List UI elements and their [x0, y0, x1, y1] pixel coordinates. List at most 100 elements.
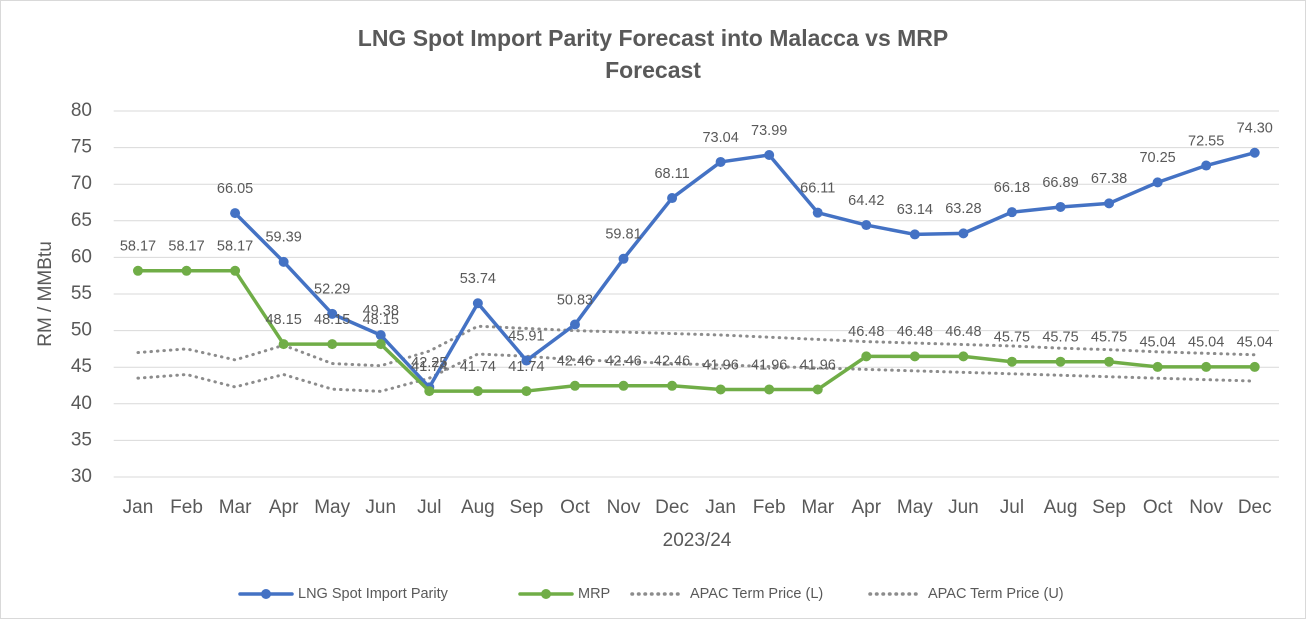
data-point	[327, 308, 338, 319]
data-point	[909, 229, 920, 240]
data-label: 42.46	[654, 354, 690, 370]
data-point	[861, 220, 872, 231]
x-tick-label: Nov	[1189, 497, 1223, 518]
legend-label: APAC Term Price (U)	[928, 586, 1064, 602]
x-tick-label: Jun	[948, 497, 979, 518]
data-point	[181, 265, 192, 276]
data-label: 45.75	[1042, 330, 1078, 346]
data-point	[230, 208, 241, 219]
data-label: 64.42	[848, 193, 884, 209]
x-axis-label: 2023/24	[663, 530, 732, 551]
data-point	[1249, 147, 1260, 158]
data-label: 41.96	[751, 357, 787, 373]
data-label: 41.74	[460, 359, 496, 375]
data-label: 66.05	[217, 181, 253, 197]
y-tick-label: 55	[71, 283, 92, 304]
data-point	[667, 380, 678, 391]
data-point	[1249, 361, 1260, 372]
data-point	[521, 386, 532, 397]
legend-marker	[261, 589, 271, 599]
data-point	[715, 384, 726, 395]
data-label: 59.81	[605, 227, 641, 243]
y-tick-label: 30	[71, 466, 92, 487]
data-label: 41.74	[411, 359, 447, 375]
data-point	[521, 355, 532, 366]
data-label: 63.14	[897, 202, 933, 218]
data-label: 41.96	[800, 357, 836, 373]
data-label: 74.30	[1237, 121, 1273, 137]
data-point	[278, 256, 289, 267]
y-tick-label: 60	[71, 246, 92, 267]
data-point	[764, 149, 775, 160]
data-label: 41.96	[702, 357, 738, 373]
data-label: 68.11	[654, 166, 689, 182]
y-tick-label: 65	[71, 210, 92, 231]
x-tick-label: Nov	[607, 497, 641, 518]
data-label: 67.38	[1091, 171, 1127, 187]
x-tick-label: Jan	[705, 497, 736, 518]
x-tick-label: May	[314, 497, 350, 518]
data-point	[278, 339, 289, 350]
y-tick-label: 70	[71, 173, 92, 194]
y-tick-label: 35	[71, 429, 92, 450]
data-point	[1006, 207, 1017, 218]
x-tick-label: Feb	[170, 497, 203, 518]
legend-label: LNG Spot Import Parity	[298, 586, 449, 602]
data-point	[472, 298, 483, 309]
data-point	[1104, 198, 1115, 209]
data-point	[1152, 177, 1163, 188]
x-tick-label: Sep	[510, 497, 544, 518]
data-label: 46.48	[848, 324, 884, 340]
data-label: 48.15	[265, 312, 301, 328]
data-point	[1055, 201, 1066, 212]
data-point	[958, 351, 969, 362]
series-line	[136, 269, 1257, 393]
data-label: 42.25	[411, 355, 447, 371]
data-point	[1201, 160, 1212, 171]
y-tick-label: 40	[71, 393, 92, 414]
data-label: 46.48	[945, 324, 981, 340]
x-tick-label: Oct	[1143, 497, 1173, 518]
data-label: 58.17	[120, 239, 156, 255]
data-point	[375, 330, 386, 341]
y-tick-label: 45	[71, 356, 92, 377]
data-point	[569, 319, 580, 330]
data-label: 50.83	[557, 292, 593, 308]
data-label: 70.25	[1139, 150, 1175, 166]
data-point	[618, 380, 629, 391]
x-tick-label: Jan	[123, 497, 154, 518]
x-tick-label: Apr	[269, 497, 299, 518]
x-tick-label: Apr	[852, 497, 882, 518]
data-label: 73.99	[751, 123, 787, 139]
y-tick-label: 75	[71, 137, 92, 158]
data-point	[667, 193, 678, 204]
y-tick-label: 80	[71, 100, 92, 121]
data-point	[569, 380, 580, 391]
series-line	[136, 352, 1257, 393]
data-label: 45.91	[508, 328, 544, 344]
data-point	[1006, 356, 1017, 367]
x-tick-label: Dec	[1238, 497, 1272, 518]
data-point	[230, 265, 241, 276]
data-label: 42.46	[605, 354, 641, 370]
series-line	[136, 324, 1257, 368]
data-point	[764, 384, 775, 395]
data-point	[958, 228, 969, 239]
data-label: 45.75	[994, 330, 1030, 346]
data-point	[375, 339, 386, 350]
data-label: 66.89	[1042, 175, 1078, 191]
data-label: 58.17	[168, 239, 204, 255]
legend-label: APAC Term Price (L)	[690, 586, 823, 602]
data-label: 48.15	[363, 312, 399, 328]
x-tick-label: May	[897, 497, 933, 518]
data-label: 72.55	[1188, 133, 1224, 149]
data-label: 58.17	[217, 239, 253, 255]
data-label: 52.29	[314, 282, 350, 298]
x-tick-label: Oct	[560, 497, 590, 518]
data-label: 42.46	[557, 354, 593, 370]
data-label: 45.04	[1237, 335, 1273, 351]
data-point	[1201, 361, 1212, 372]
y-axis-label: RM / MMBtu	[35, 241, 56, 347]
data-label: 73.04	[702, 130, 738, 146]
